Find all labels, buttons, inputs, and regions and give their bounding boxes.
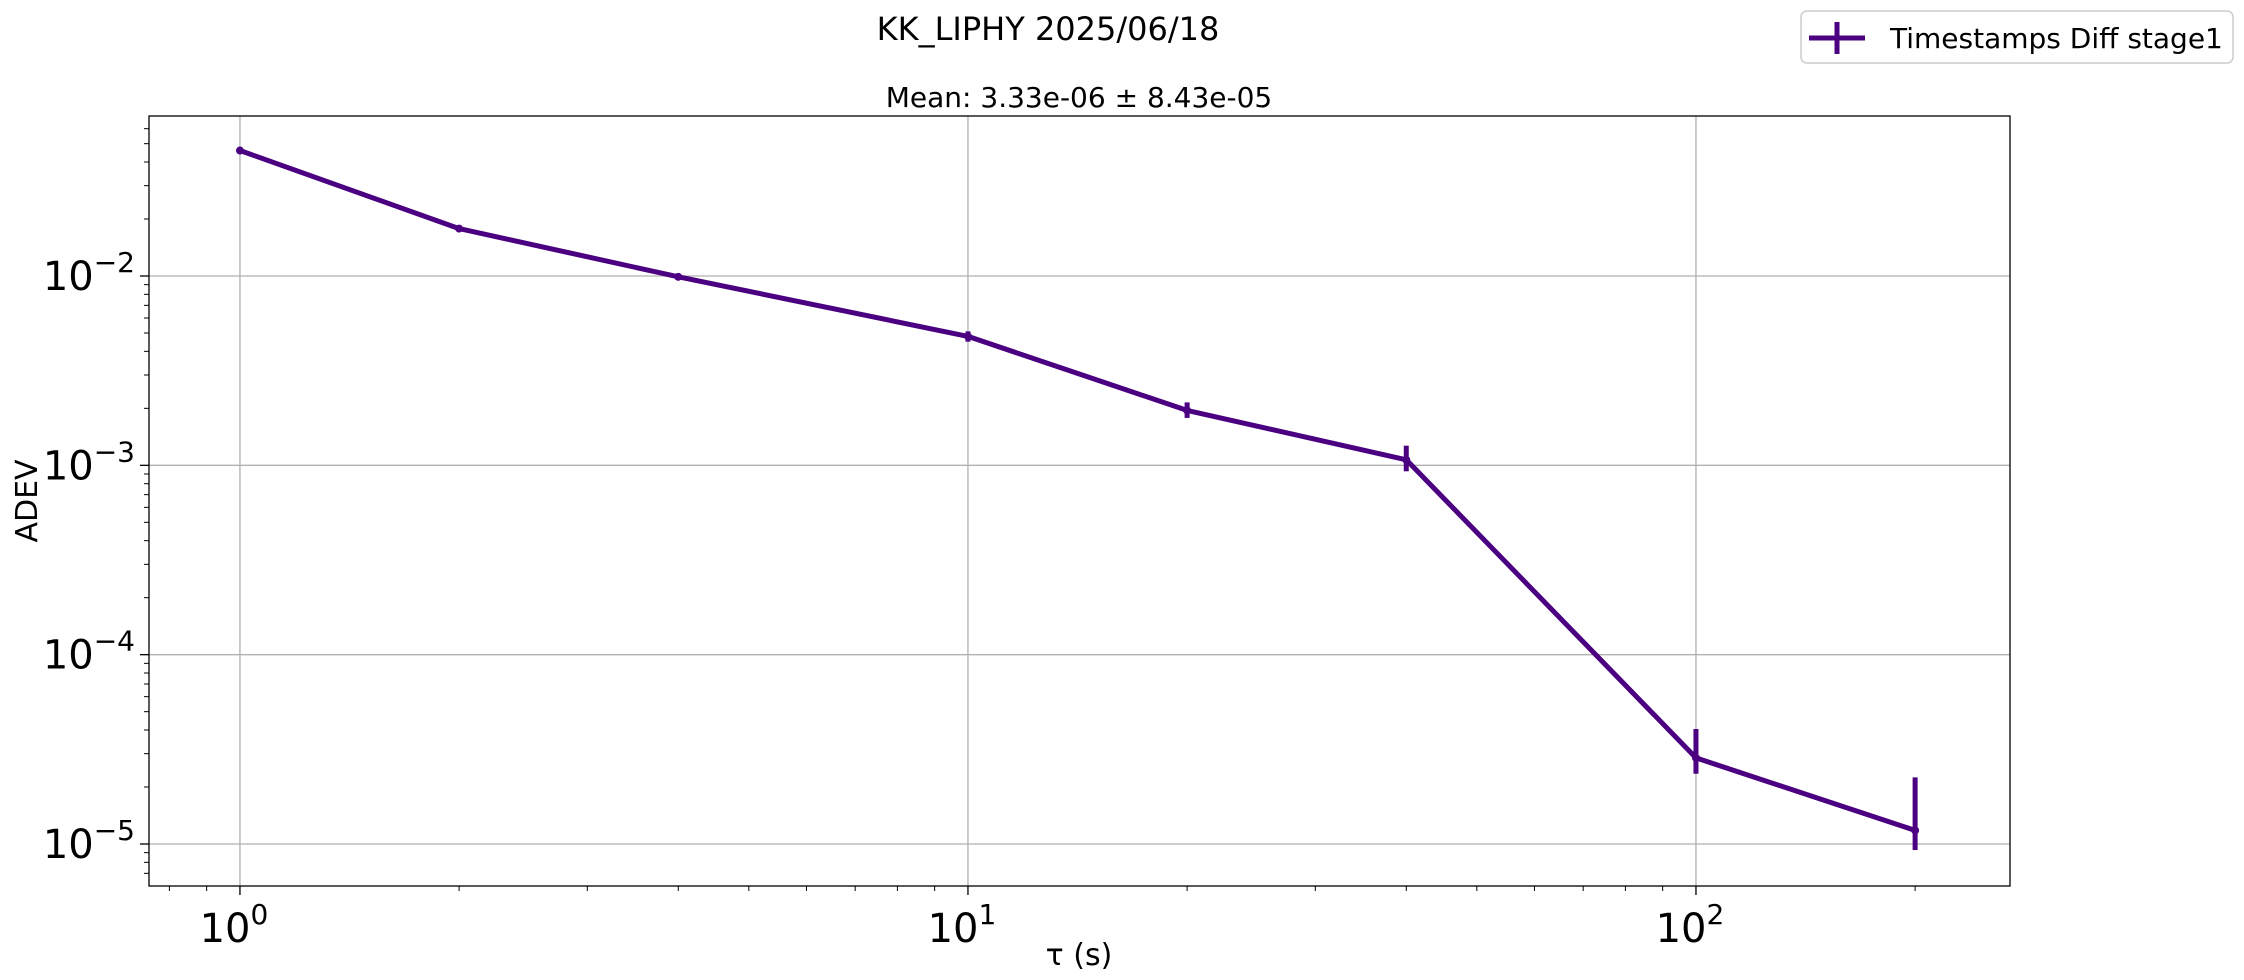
data-point [1691,753,1700,762]
x-tick-label: 100 [200,898,269,952]
data-point [1402,455,1411,464]
legend: Timestamps Diff stage1 [1800,10,2234,64]
y-tick-label: 10−4 [43,625,135,679]
data-point [674,272,683,281]
x-tick-label: 101 [928,898,997,952]
grid [149,116,2010,886]
series-line [239,148,1916,833]
axis-ticks: 100 101 102 10−2 10−3 10−4 10−5 [43,128,1916,952]
data-point [455,224,464,233]
legend-label: Timestamps Diff stage1 [1889,22,2223,55]
y-tick-label: 10−3 [43,435,135,489]
plot-frame [148,115,2011,887]
data-point [1911,826,1920,835]
legend-box [1800,10,2234,64]
chart-suptitle: KK_LIPHY 2025/06/18 [877,10,1220,48]
y-tick-label: 10−2 [43,246,135,300]
x-tick-label: 102 [1656,898,1725,952]
data-point [1183,406,1192,415]
data-point [963,332,972,341]
y-axis-label: ADEV [10,459,45,543]
x-axis-label: τ (s) [1046,938,1113,973]
chart-title: Mean: 3.33e-06 ± 8.43e-05 [886,81,1273,114]
data-point [235,146,244,155]
series-layer [235,146,1920,850]
y-tick-label: 10−5 [43,814,135,868]
